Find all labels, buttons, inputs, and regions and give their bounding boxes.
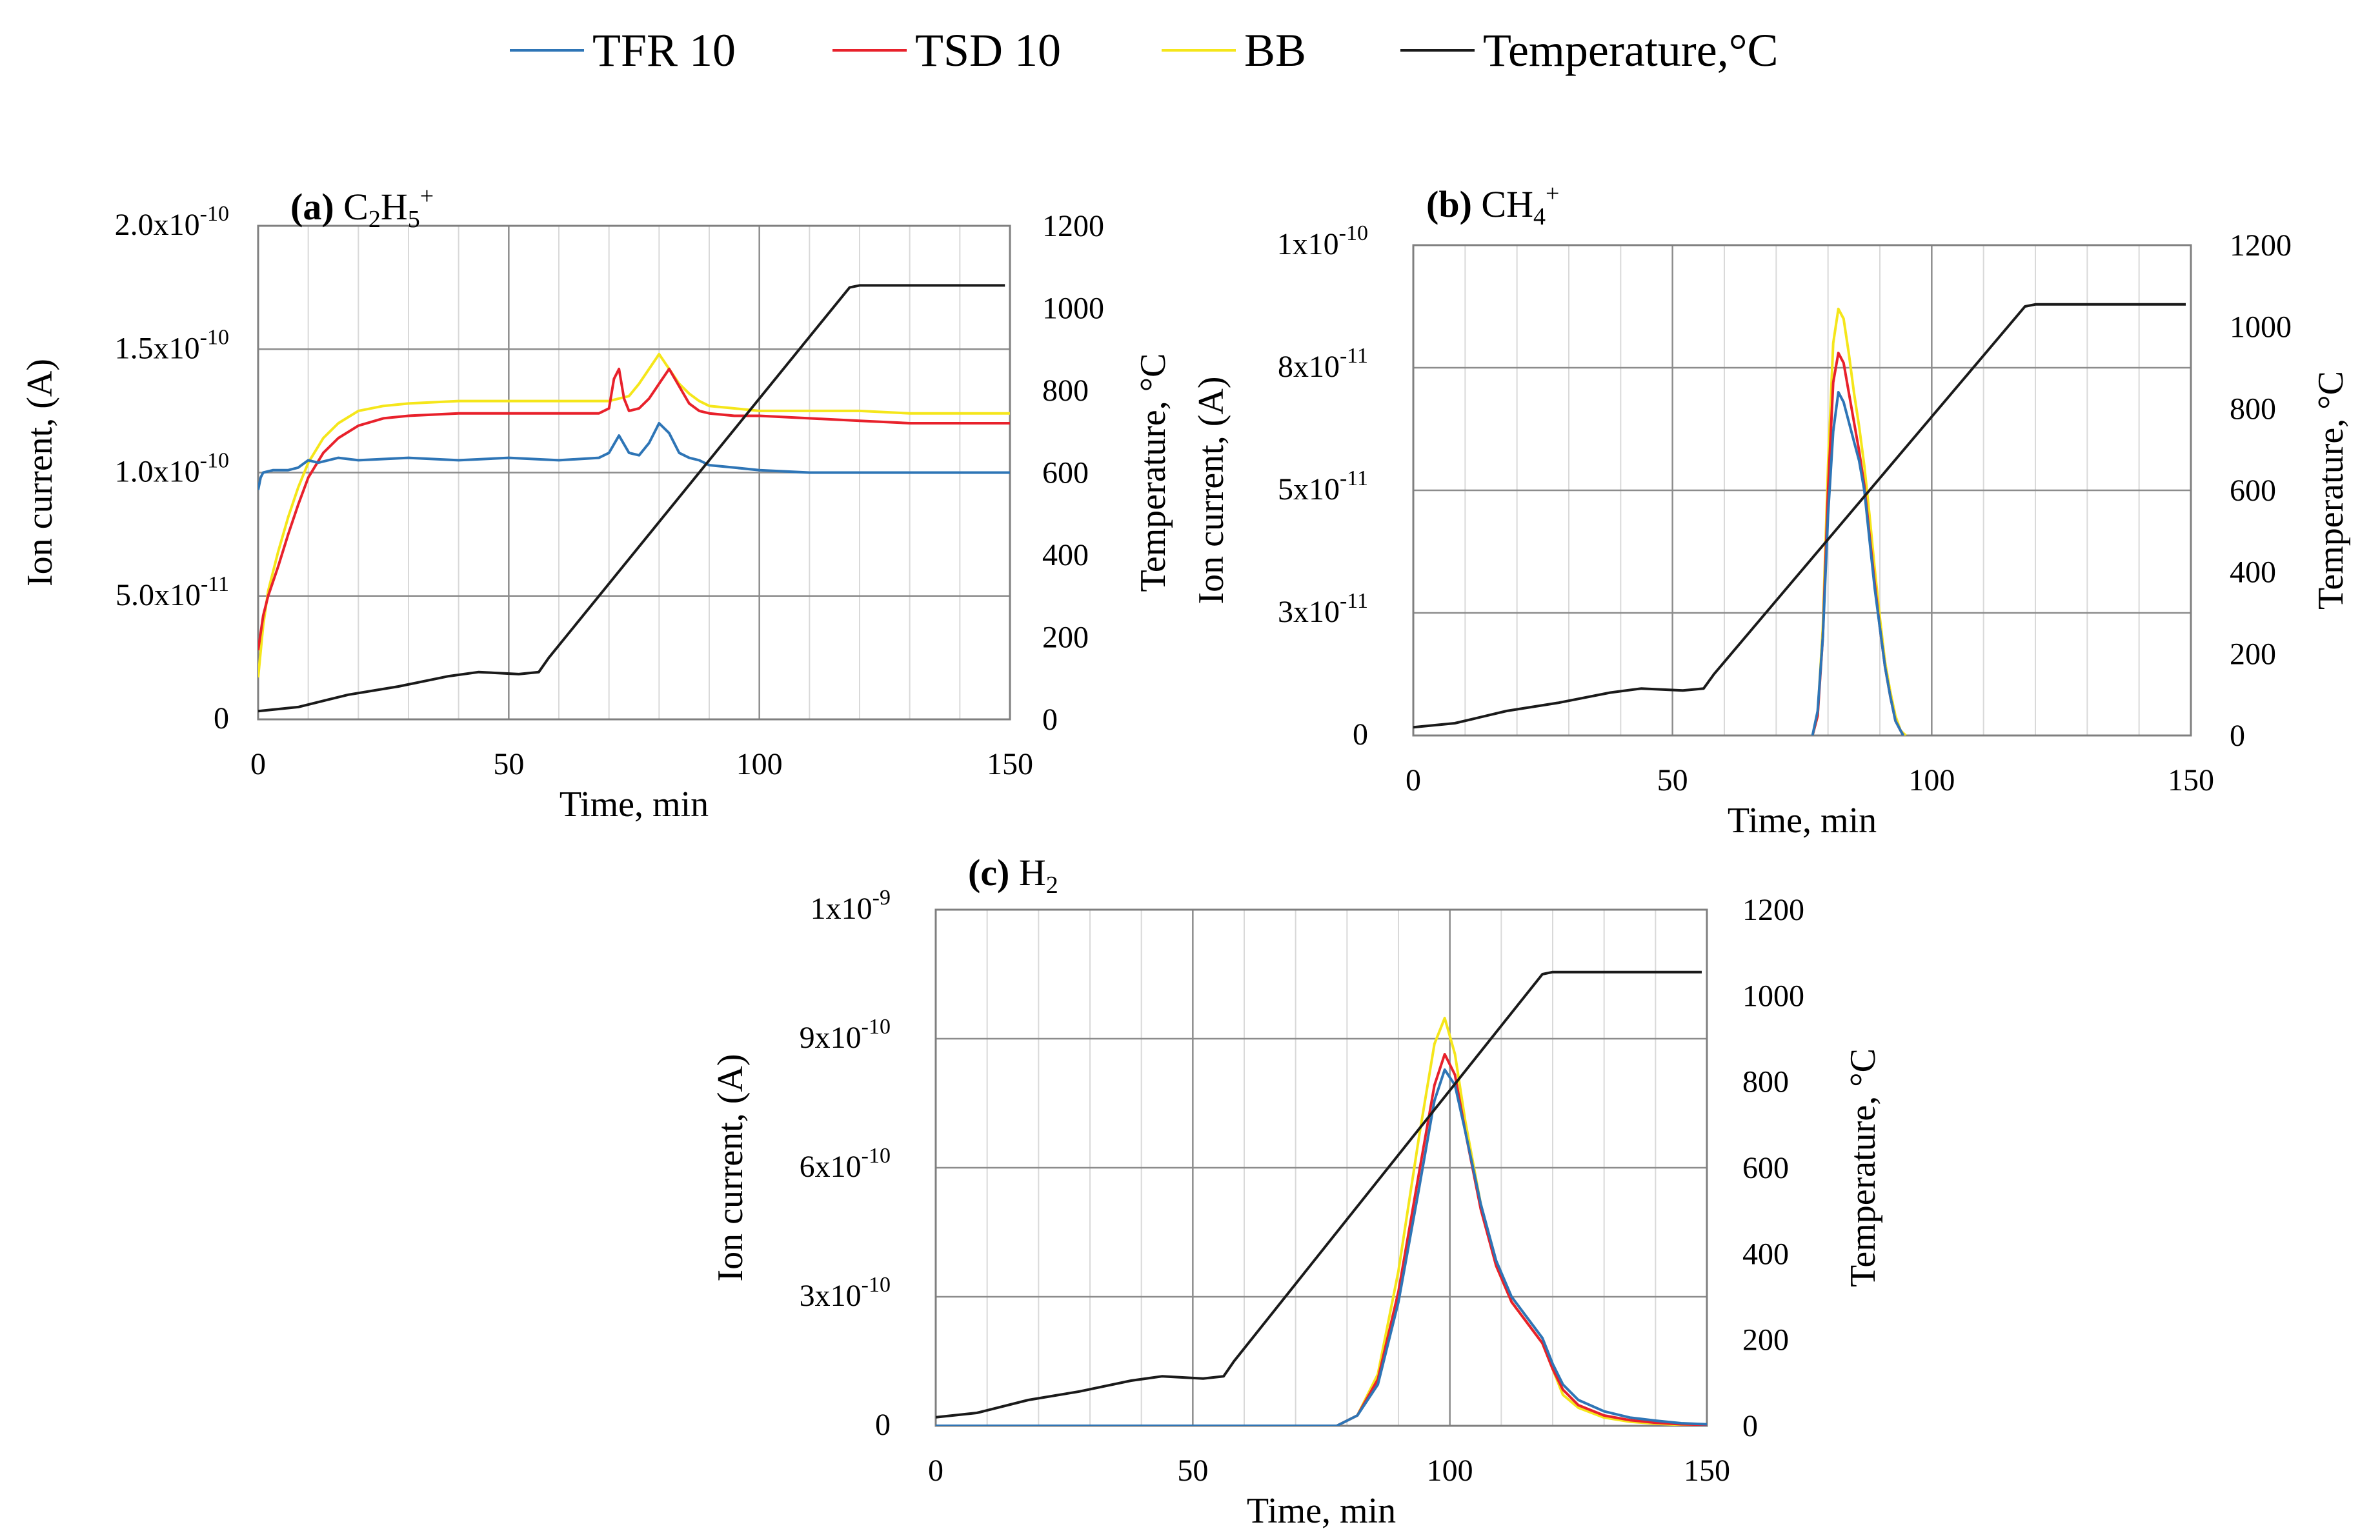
y-right-tick-label: 0 xyxy=(1042,703,1058,737)
x-tick-label: 150 xyxy=(987,747,1033,781)
y-left-tick-label: 5.0x10-11 xyxy=(116,572,229,612)
x-axis-label: Time, min xyxy=(1728,801,1877,841)
y-left-tick-label: 0 xyxy=(875,1408,891,1442)
x-tick-label: 0 xyxy=(928,1454,943,1488)
plot-frame xyxy=(1412,244,2192,737)
y-right-tick-label: 600 xyxy=(1742,1151,1789,1185)
x-tick-label: 100 xyxy=(1908,763,1955,797)
y-right-tick-label: 1000 xyxy=(2230,310,2292,345)
temperature-line xyxy=(936,970,1702,1419)
y-left-axis-label: Ion current, (A) xyxy=(20,359,60,586)
temperature-line xyxy=(258,284,1005,713)
x-tick-label: 50 xyxy=(1657,763,1688,797)
x-tick-label: 0 xyxy=(1406,763,1421,797)
y-left-tick-label: 0 xyxy=(1353,717,1368,752)
x-tick-label: 150 xyxy=(1684,1454,1730,1488)
y-left-tick-label: 1.5x10-10 xyxy=(115,325,229,365)
series-line-tsd-10 xyxy=(936,1053,1707,1426)
y-left-tick-label: 9x10-10 xyxy=(800,1015,891,1055)
y-right-axis-label: Temperature, °C xyxy=(1133,354,1173,592)
series-line-tfr-10 xyxy=(258,422,1010,490)
y-right-tick-label: 200 xyxy=(2230,637,2276,671)
legend-label: BB xyxy=(1244,25,1306,76)
y-right-tick-label: 1000 xyxy=(1042,292,1104,326)
legend-item: BB xyxy=(1162,25,1306,76)
y-right-tick-label: 800 xyxy=(2230,392,2276,426)
panel-title: (b) CH4+ xyxy=(1426,180,1559,230)
legend-item: TFR 10 xyxy=(510,25,736,76)
y-right-axis-label: Temperature, °C xyxy=(1843,1048,1883,1287)
series-line-bb xyxy=(936,1017,1707,1426)
x-tick-label: 100 xyxy=(736,747,783,781)
legend-item: TSD 10 xyxy=(832,25,1061,76)
series-line-tsd-10 xyxy=(258,367,1010,651)
y-left-axis-label: Ion current, (A) xyxy=(1191,377,1231,605)
y-left-tick-label: 8x10-11 xyxy=(1278,344,1368,384)
y-right-tick-label: 0 xyxy=(1742,1409,1758,1443)
panel-c: 0 3x10-10 6x10-10 9x10-10 1x10-9 0 200 400 600 80… xyxy=(711,852,1883,1531)
x-tick-label: 100 xyxy=(1427,1454,1473,1488)
series-line-tfr-10 xyxy=(936,1068,1707,1426)
panel-a: 0 5.0x10-11 1.0x10-10 1.5x10-10 2.0x10-10 0 20… xyxy=(20,183,1173,825)
x-tick-label: 0 xyxy=(250,747,266,781)
legend-label: TFR 10 xyxy=(592,25,736,76)
panel-title: (c) H2 xyxy=(968,852,1058,899)
x-axis-label: Time, min xyxy=(1247,1491,1396,1531)
y-left-axis-label: Ion current, (A) xyxy=(711,1054,751,1282)
y-right-tick-label: 400 xyxy=(2230,555,2276,590)
legend-item: Temperature,°C xyxy=(1400,25,1779,76)
y-right-tick-label: 1200 xyxy=(1042,209,1104,243)
series-group xyxy=(258,284,1010,713)
panel-title: (a) C2H5+ xyxy=(290,183,434,233)
series-line-tfr-10 xyxy=(1811,391,1904,735)
y-left-tick-label: 6x10-10 xyxy=(800,1144,891,1184)
series-group xyxy=(1413,303,2186,735)
x-tick-label: 50 xyxy=(1177,1454,1208,1488)
y-right-tick-label: 200 xyxy=(1042,621,1089,655)
y-left-tick-label: 5x10-11 xyxy=(1278,466,1368,506)
x-axis-label: Time, min xyxy=(560,785,709,825)
legend: TFR 10 TSD 10 BB Temperature,°C xyxy=(510,25,1779,76)
panel-b: 0 3x10-11 5x10-11 8x10-11 1x10-10 0 200 400 600 8… xyxy=(1191,180,2351,841)
y-right-axis-label: Temperature, °C xyxy=(2311,371,2351,610)
y-right-tick-label: 600 xyxy=(2230,474,2276,508)
y-left-tick-label: 3x10-11 xyxy=(1278,589,1368,629)
temperature-line xyxy=(1413,303,2186,729)
y-right-tick-label: 200 xyxy=(1742,1323,1789,1357)
y-right-tick-label: 1200 xyxy=(1742,893,1804,927)
y-right-tick-label: 400 xyxy=(1042,538,1089,572)
legend-label: Temperature,°C xyxy=(1483,25,1779,76)
y-right-tick-label: 1200 xyxy=(2230,228,2292,263)
y-left-tick-label: 0 xyxy=(214,701,229,735)
x-tick-label: 150 xyxy=(2168,763,2214,797)
y-right-tick-label: 800 xyxy=(1742,1065,1789,1099)
y-left-tick-label: 1x10-10 xyxy=(1277,221,1368,261)
series-group xyxy=(936,970,1707,1426)
y-right-tick-label: 600 xyxy=(1042,456,1089,490)
y-right-tick-label: 0 xyxy=(2230,719,2245,753)
x-tick-label: 50 xyxy=(493,747,524,781)
y-right-tick-label: 1000 xyxy=(1742,979,1804,1013)
y-left-tick-label: 1.0x10-10 xyxy=(115,449,229,489)
y-left-tick-label: 1x10-9 xyxy=(811,886,891,926)
series-line-bb xyxy=(258,352,1010,678)
y-left-tick-label: 2.0x10-10 xyxy=(115,202,229,242)
legend-label: TSD 10 xyxy=(915,25,1061,76)
y-left-tick-label: 3x10-10 xyxy=(800,1273,891,1313)
y-right-tick-label: 800 xyxy=(1042,374,1089,408)
y-right-tick-label: 400 xyxy=(1742,1237,1789,1271)
